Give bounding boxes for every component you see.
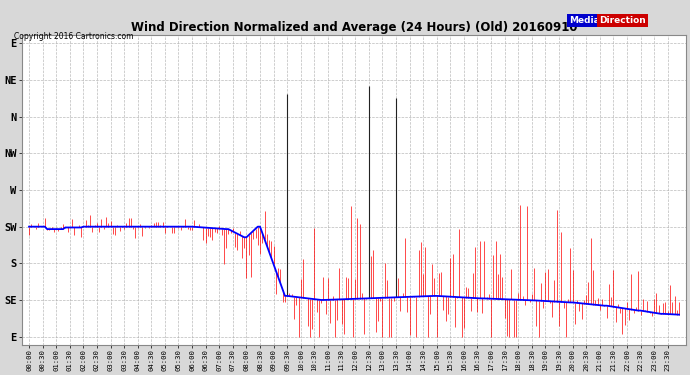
- Text: Median: Median: [569, 16, 607, 25]
- Text: Direction: Direction: [599, 16, 646, 25]
- Title: Wind Direction Normalized and Average (24 Hours) (Old) 20160910: Wind Direction Normalized and Average (2…: [131, 21, 578, 34]
- Text: Copyright 2016 Cartronics.com: Copyright 2016 Cartronics.com: [14, 32, 133, 41]
